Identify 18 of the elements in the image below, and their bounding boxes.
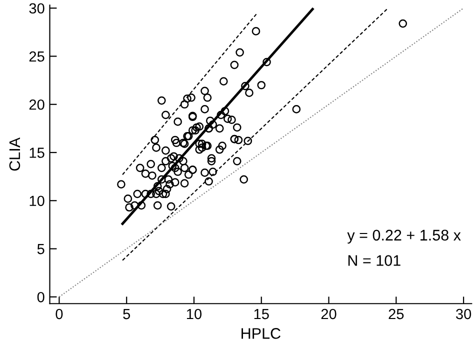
annotation: N = 101 xyxy=(348,255,400,266)
x-tick-label: 30 xyxy=(456,308,472,320)
x-tick-label: 15 xyxy=(254,309,269,320)
x-tick-label: 20 xyxy=(321,308,336,320)
annotation: y = 0.22 + 1.58 x xyxy=(347,230,461,244)
y-tick-label: 30 xyxy=(29,3,44,14)
y-axis-title: CLIA xyxy=(9,137,20,171)
x-tick-label: 5 xyxy=(123,309,130,320)
x-tick-label: 25 xyxy=(388,308,404,320)
y-tick-label: 20 xyxy=(29,99,44,110)
y-tick-label: 5 xyxy=(37,244,44,254)
x-tick-label: 10 xyxy=(186,308,202,320)
y-tick-label: 0 xyxy=(37,292,44,302)
y-tick-label: 15 xyxy=(30,148,44,158)
x-tick-label: 0 xyxy=(56,308,63,320)
x-axis-title: HPLC xyxy=(242,328,280,339)
y-tick-label: 25 xyxy=(29,51,44,62)
y-tick-label: 10 xyxy=(30,196,44,206)
